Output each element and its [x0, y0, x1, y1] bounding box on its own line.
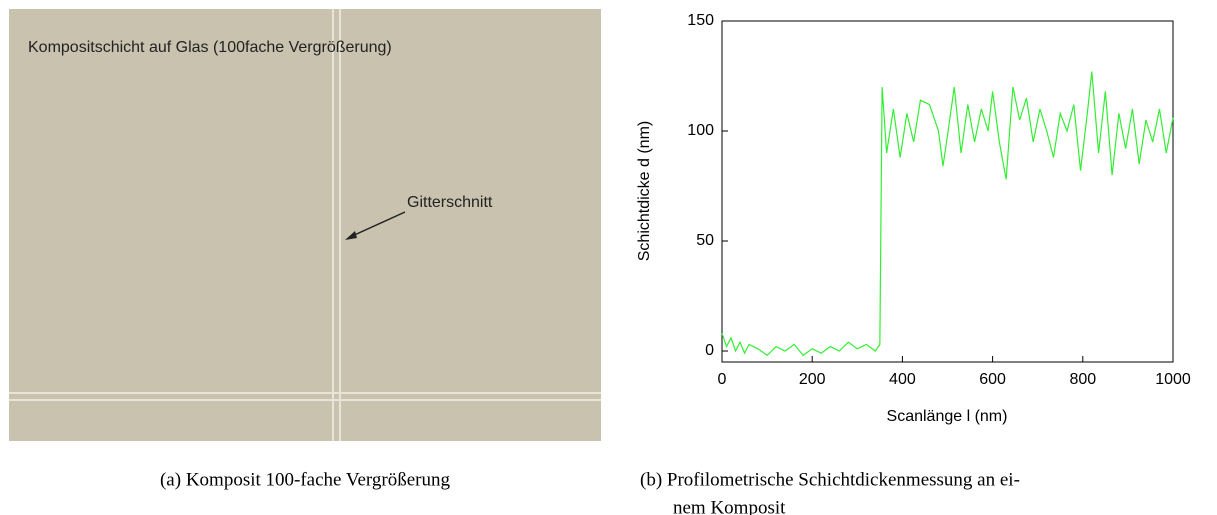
x-tick-label: 0	[718, 371, 727, 388]
arrow	[349, 211, 406, 238]
y-tick-label: 50	[696, 232, 714, 249]
arrow-head	[345, 231, 357, 240]
photo	[9, 9, 601, 441]
x-tick-label: 200	[799, 371, 826, 388]
data-line	[721, 71, 1174, 357]
plot-frame	[721, 20, 1174, 363]
x-tick-label: 600	[979, 371, 1006, 388]
grid-cut	[9, 9, 601, 441]
photo-title: Kompositschicht auf Glas (100fache Vergr…	[28, 39, 392, 56]
x-tick-label: 400	[889, 371, 916, 388]
y-tick-label: 0	[705, 342, 714, 359]
caption: (b) Profilometrische Schichtdickenmessun…	[640, 469, 1020, 490]
x-tick-label: 1000	[1155, 371, 1191, 388]
y-tick-label: 150	[687, 12, 714, 29]
x-tick-label: 800	[1069, 371, 1096, 388]
photo-annotation: Gitterschnitt	[407, 194, 493, 211]
caption: (a) Komposit 100-fache Vergrößerung	[160, 469, 451, 490]
y-axis-label: Schichtdicke d (nm)	[636, 121, 653, 262]
x-axis-label: Scanlänge l (nm)	[887, 408, 1008, 425]
y-tick-label: 100	[687, 122, 714, 139]
caption: nem Komposit	[673, 497, 786, 515]
